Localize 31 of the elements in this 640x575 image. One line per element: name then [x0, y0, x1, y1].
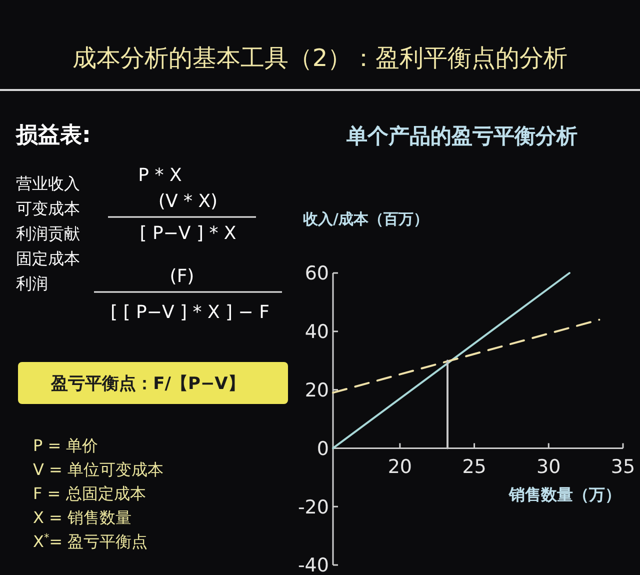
y-tick-label: -40	[298, 554, 329, 575]
text: 损益表:	[15, 123, 91, 148]
text: X$^{*}$= 盈亏平衡点	[33, 532, 148, 551]
text: [ [ P−V ] * X ] − F	[110, 302, 270, 323]
text: (V * X)	[158, 191, 218, 212]
x-tick-label: 30	[536, 456, 561, 478]
chart-title: 成本分析的基本工具（2）：盈利平衡点的分析	[72, 44, 568, 72]
x-axis-title: 销售数量（万）	[508, 485, 621, 504]
text: 盈亏平衡点：F/【P−V】	[50, 374, 245, 394]
text: 固定成本	[16, 249, 80, 268]
y-tick-label: 40	[304, 321, 329, 344]
text: F = 总固定成本	[33, 484, 146, 503]
text: 可变成本	[16, 199, 80, 218]
y-tick-label: 20	[304, 379, 329, 402]
text: [ P−V ] * X	[140, 223, 236, 244]
y-tick-label: 60	[304, 262, 329, 285]
text: 利润	[16, 274, 48, 293]
text: 营业收入	[16, 174, 80, 193]
y-axis-title: 收入/成本（百万）	[303, 210, 428, 228]
text: 利润贡献	[16, 224, 80, 243]
chart-subtitle: 单个产品的盈亏平衡分析	[346, 124, 578, 148]
text: (F)	[170, 266, 194, 287]
text: P * X	[138, 165, 182, 186]
text: X = 销售数量	[33, 508, 132, 527]
x-tick-label: 35	[610, 456, 636, 478]
text: V = 单位可变成本	[33, 460, 164, 479]
y-tick-label: -20	[298, 496, 329, 518]
x-tick-label: 25	[462, 456, 486, 478]
x-tick-label: 20	[388, 456, 412, 478]
y-tick-label: 0	[316, 438, 329, 460]
text: P = 单价	[33, 436, 98, 455]
